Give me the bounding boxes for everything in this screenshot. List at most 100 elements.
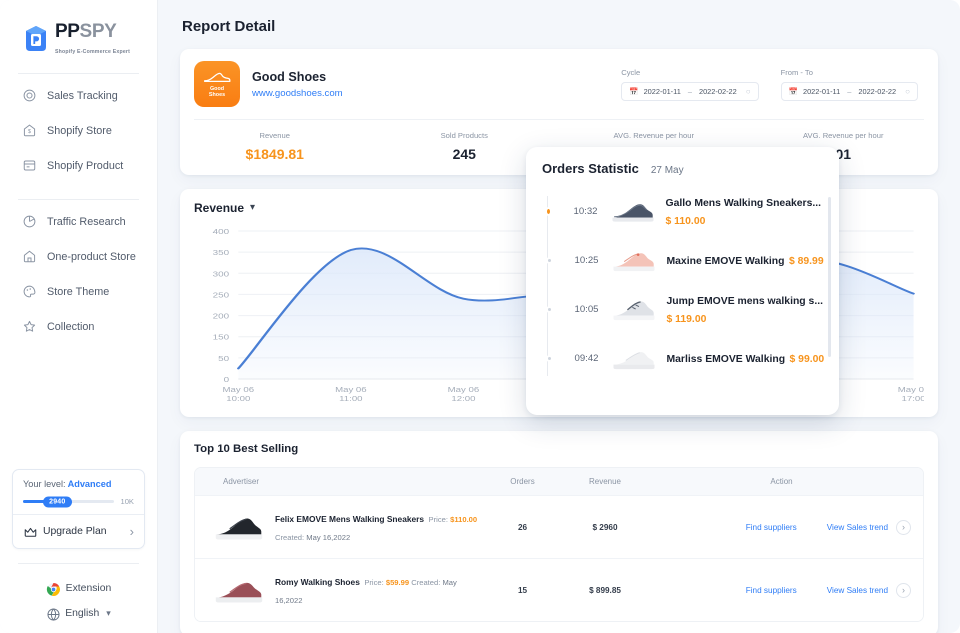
revenue-chart-header[interactable]: Revenue ▾ <box>194 201 924 215</box>
shoe-icon <box>204 72 231 82</box>
advertiser-text: Romy Walking Shoes Price: $59.99 Created… <box>275 572 485 608</box>
home-icon <box>22 249 37 264</box>
advertiser-text: Felix EMOVE Mens Walking Sneakers Price:… <box>275 509 485 545</box>
sidebar-item-collection[interactable]: Collection <box>0 309 157 344</box>
table-row[interactable]: Felix EMOVE Mens Walking Sneakers Price:… <box>195 495 923 558</box>
chevron-down-icon: ▾ <box>106 607 111 618</box>
from-to-label: From - To <box>780 67 813 77</box>
advertiser-price-line: Price: $59.99 <box>364 578 411 587</box>
column-header-advertiser: Advertiser <box>223 477 260 486</box>
table-header-row: Advertiser Orders Revenue Action <box>195 468 923 495</box>
table-row[interactable]: Romy Walking Shoes Price: $59.99 Created… <box>195 558 923 621</box>
language-selector[interactable]: English ▾ <box>0 601 157 625</box>
price-value: $110.00 <box>450 515 478 524</box>
orders-scrollbar[interactable] <box>828 197 831 357</box>
target-icon <box>22 88 37 103</box>
star-icon <box>22 319 37 334</box>
order-list-item[interactable]: 09:42 Marliss EMOVE Walking $ 99.00 <box>544 334 825 382</box>
svg-text:$: $ <box>28 129 31 135</box>
chevron-down-icon[interactable]: ▾ <box>250 202 256 213</box>
extension-label: Extension <box>65 583 112 594</box>
plan-card-divider <box>13 514 144 515</box>
stat-avg-revenue-per-hour-2: AVG. Revenue per hour 01 <box>749 131 939 162</box>
svg-text:17:00: 17:00 <box>902 394 924 403</box>
sidebar-item-sales-tracking[interactable]: Sales Tracking <box>0 78 157 113</box>
plan-card: Your level: Advanced 2940 10K Upgra <box>12 469 145 549</box>
sidebar-item-label: Sales Tracking <box>47 89 118 102</box>
svg-text:50: 50 <box>218 354 229 363</box>
price-label: Price: <box>428 515 448 524</box>
column-header-orders: Orders <box>510 477 535 486</box>
cycle-date-picker[interactable]: 📅 2022-01-11 – 2022-02-22 ○ <box>621 81 759 101</box>
progress-max-label: 10K <box>120 497 134 506</box>
product-header: Good Shoes Good Shoes www.goodshoes.com … <box>180 49 938 119</box>
sidebar-item-shopify-product[interactable]: Shopify Product <box>0 148 157 183</box>
chrome-icon <box>46 582 60 596</box>
find-suppliers-link[interactable]: Find suppliers <box>745 585 797 595</box>
advertiser-created-line: Created: May 16,2022 <box>275 533 350 542</box>
price-label: Price: <box>364 578 384 587</box>
stat-label: Sold Products <box>440 131 488 140</box>
ppspy-logo-icon <box>22 24 50 54</box>
logo-name-light: SPY <box>79 21 117 42</box>
product-box-icon <box>22 158 37 173</box>
created-label: Created: <box>275 533 305 542</box>
order-list-item[interactable]: 10:32 Gallo Mens Walking Sneakers... $ 1… <box>544 186 825 236</box>
sidebar-footer: Extension English ▾ <box>0 564 157 625</box>
clear-icon[interactable]: ○ <box>905 86 910 96</box>
from-to-date-picker[interactable]: 📅 2022-01-11 – 2022-02-22 ○ <box>780 81 918 101</box>
order-price: $ 119.00 <box>666 314 707 325</box>
cycle-date-from: 2022-01-11 <box>643 86 681 96</box>
stat-revenue: Revenue $1849.81 <box>180 131 370 162</box>
created-value: May 16,2022 <box>275 578 457 605</box>
order-thumbnail <box>611 341 657 375</box>
find-suppliers-link[interactable]: Find suppliers <box>745 522 797 532</box>
orders-list: 10:32 Gallo Mens Walking Sneakers... $ 1… <box>542 186 825 382</box>
product-url-link[interactable]: www.goodshoes.com <box>252 87 343 99</box>
top-10-best-selling-card: Top 10 Best Selling Advertiser Orders Re… <box>180 431 938 633</box>
orders-statistic-panel: Orders Statistic 27 May 10:32 <box>526 147 839 415</box>
upgrade-plan-button[interactable]: Upgrade Plan › <box>13 515 144 548</box>
order-time: 10:32 <box>573 205 598 217</box>
product-thumbnail <box>211 508 267 546</box>
store-dollar-icon: $ <box>22 123 37 138</box>
sidebar-item-traffic-research[interactable]: Traffic Research <box>0 204 157 239</box>
sidebar-item-label: Traffic Research <box>47 215 126 228</box>
orders-statistic-header: Orders Statistic 27 May <box>542 161 825 176</box>
sidebar-item-shopify-store[interactable]: $ Shopify Store <box>0 113 157 148</box>
order-list-item[interactable]: 10:25 Maxine EMOVE Walking $ 89.99 <box>544 236 825 284</box>
stat-label: AVG. Revenue per hour <box>803 131 884 140</box>
order-list-item[interactable]: 10:05 Jump EMOVE mens walking s... $ 119… <box>544 284 825 334</box>
clear-icon[interactable]: ○ <box>745 86 751 96</box>
advertiser-cell: Romy Walking Shoes Price: $59.99 Created… <box>195 571 485 609</box>
plan-level-label: Your level: <box>23 479 66 489</box>
advertiser-price-line: Price: $110.00 <box>429 515 478 524</box>
timeline-dot-icon <box>545 305 553 313</box>
stat-label: Revenue <box>259 131 290 140</box>
extension-button[interactable]: Extension <box>0 576 157 601</box>
plan-level-value: Advanced <box>67 479 112 489</box>
sidebar-item-store-theme[interactable]: Store Theme <box>0 274 157 309</box>
sidebar-divider-bottom <box>18 563 139 564</box>
view-sales-trend-link[interactable]: View Sales trend <box>826 522 888 532</box>
view-sales-trend-link[interactable]: View Sales trend <box>826 585 888 595</box>
sidebar-item-one-product-store[interactable]: One-product Store <box>0 239 157 274</box>
price-value: $59.99 <box>385 578 410 587</box>
from-to-date-from: 2022-01-11 <box>802 86 841 96</box>
palette-icon <box>22 284 37 299</box>
svg-text:May 06: May 06 <box>223 385 255 394</box>
orders-value: 26 <box>517 522 528 532</box>
order-product-name: Gallo Mens Walking Sneakers... <box>665 198 822 209</box>
from-to-date-group: From - To 📅 2022-01-11 – 2022-02-22 ○ <box>780 67 918 101</box>
chevron-right-icon[interactable]: › <box>896 582 911 598</box>
chevron-right-icon[interactable]: › <box>896 519 911 535</box>
stat-sold-products: Sold Products 245 <box>370 131 560 162</box>
sidebar-divider-mid <box>18 199 139 200</box>
order-price: $ 99.00 <box>789 354 825 365</box>
crown-icon <box>23 525 37 538</box>
svg-text:May 06: May 06 <box>898 385 924 394</box>
upgrade-plan-label: Upgrade Plan <box>43 526 107 537</box>
orders-statistic-title: Orders Statistic <box>542 161 639 176</box>
app-logo[interactable]: PPSPY Shopify E-Commerce Expert <box>0 0 157 57</box>
sidebar-divider-top <box>18 73 139 74</box>
